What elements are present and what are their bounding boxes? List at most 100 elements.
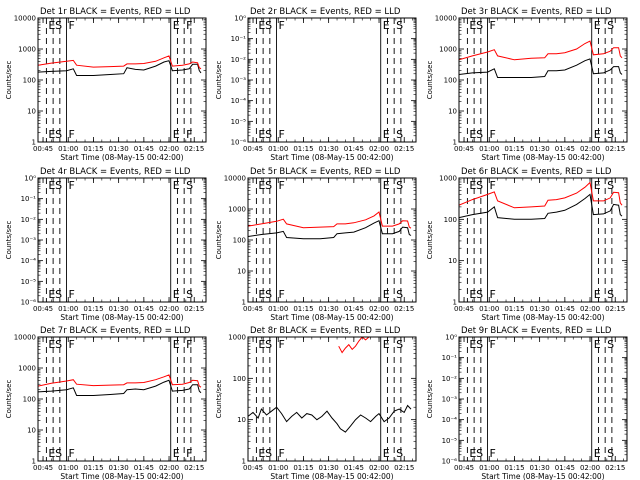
y-tick-label: 10⁻¹: [442, 354, 458, 362]
y-axis-label: Counts/sec: [5, 221, 13, 260]
x-tick-label: 02:00: [580, 145, 600, 153]
time-marker-label: S: [607, 128, 614, 141]
y-tick-label: 10000: [14, 15, 36, 23]
x-tick-label: 02:00: [369, 305, 389, 313]
x-tick-label: 02:15: [394, 145, 414, 153]
x-tick-label: 01:00: [58, 464, 78, 472]
panel-title: Det 8r BLACK = Events, RED = LLD: [250, 326, 401, 336]
y-axis-label: Counts/sec: [426, 221, 434, 260]
y-tick-label: 100: [233, 237, 246, 245]
y-tick-label: 10: [237, 268, 246, 276]
x-tick-label: 01:45: [134, 464, 154, 472]
x-tick-label: 01:45: [555, 145, 575, 153]
time-marker-label: F: [186, 338, 192, 351]
time-marker-label: F: [69, 447, 75, 460]
series-lld-line: [38, 374, 202, 388]
time-marker-label: E: [173, 128, 180, 141]
x-tick-label: 01:15: [83, 305, 103, 313]
time-marker-label: S: [607, 179, 614, 192]
x-tick-label: 01:30: [530, 145, 550, 153]
time-marker-label: E: [594, 179, 601, 192]
panel-8: Det 8r BLACK = Events, RED = LLD Counts/s…: [215, 326, 417, 480]
y-axis-label: Counts/sec: [215, 380, 223, 419]
plot-frame: [458, 336, 628, 462]
time-marker-label: S: [396, 179, 403, 192]
time-marker-label: E: [173, 19, 180, 32]
x-tick-label: 01:00: [58, 305, 78, 313]
series-events-line: [459, 58, 623, 78]
time-marker-label: F: [69, 288, 75, 301]
x-tick-label: 01:45: [344, 305, 364, 313]
y-tick-label: 100: [444, 216, 457, 224]
series-events-line: [38, 379, 202, 396]
x-tick-label: 01:00: [479, 464, 499, 472]
x-tick-label: 02:00: [580, 464, 600, 472]
time-marker-label: E: [258, 447, 265, 460]
x-tick-label: 01:30: [319, 145, 339, 153]
x-tick-label: 02:00: [369, 145, 389, 153]
y-tick-label: 10: [448, 257, 457, 265]
x-tick-label: 01:00: [268, 305, 288, 313]
x-tick-label: 01:15: [83, 145, 103, 153]
time-marker-label: F: [186, 447, 192, 460]
y-tick-label: 1: [242, 458, 246, 466]
time-marker-label: S: [265, 338, 272, 351]
y-tick-label: 10⁻¹: [21, 195, 37, 203]
x-axis-label: Start Time (08-May-15 00:42:00): [481, 313, 604, 322]
y-axis-label: Counts/sec: [215, 221, 223, 260]
y-tick-label: 10: [27, 427, 36, 435]
x-axis-label: Start Time (08-May-15 00:42:00): [60, 153, 183, 162]
time-marker-label: E: [173, 338, 180, 351]
time-marker-label: F: [279, 447, 285, 460]
x-tick-label: 01:00: [268, 464, 288, 472]
x-tick-label: 02:00: [159, 305, 179, 313]
x-tick-label: 02:00: [159, 145, 179, 153]
time-marker-label: S: [476, 288, 483, 301]
x-axis-label: Start Time (08-May-15 00:42:00): [270, 472, 393, 480]
time-marker-label: E: [258, 288, 265, 301]
x-tick-label: 01:15: [293, 305, 313, 313]
x-tick-label: 01:00: [479, 305, 499, 313]
x-tick-label: 01:45: [134, 145, 154, 153]
time-marker-label: S: [55, 19, 62, 32]
time-marker-label: E: [48, 288, 55, 301]
time-marker-label: S: [55, 128, 62, 141]
x-axis-label: Start Time (08-May-15 00:42:00): [60, 313, 183, 322]
x-tick-label: 02:15: [605, 145, 625, 153]
y-axis-label: Counts/sec: [5, 380, 13, 419]
plot-frame: [458, 177, 628, 303]
time-marker-label: S: [607, 447, 614, 460]
x-tick-label: 00:45: [243, 464, 263, 472]
time-marker-label: S: [186, 179, 193, 192]
panel-title: Det 3r BLACK = Events, RED = LLD: [461, 7, 612, 17]
time-marker-label: F: [69, 338, 75, 351]
x-axis-label: Start Time (08-May-15 00:42:00): [270, 153, 393, 162]
time-marker-label: F: [279, 179, 285, 192]
x-tick-label: 01:15: [504, 464, 524, 472]
time-marker-label: S: [265, 288, 272, 301]
time-marker-label: F: [490, 338, 496, 351]
time-marker-label: F: [279, 288, 285, 301]
time-marker-label: E: [258, 19, 265, 32]
time-marker-label: E: [383, 179, 390, 192]
y-tick-label: 10⁻⁴: [231, 97, 247, 105]
y-tick-label: 10: [237, 416, 246, 424]
series-events-line: [459, 193, 623, 220]
x-tick-label: 01:15: [83, 464, 103, 472]
y-tick-label: 1000: [18, 46, 36, 54]
y-tick-label: 100: [233, 375, 246, 383]
time-marker-label: F: [490, 19, 496, 32]
time-marker-label: E: [48, 179, 55, 192]
time-marker-label: E: [594, 338, 601, 351]
time-marker-label: F: [186, 19, 192, 32]
time-marker-label: E: [173, 447, 180, 460]
time-marker-label: E: [48, 128, 55, 141]
y-tick-label: 1: [32, 458, 36, 466]
x-tick-label: 02:15: [184, 464, 204, 472]
y-tick-label: 1: [453, 139, 457, 147]
time-marker-label: S: [396, 19, 403, 32]
time-marker-label: E: [48, 447, 55, 460]
x-tick-label: 01:00: [268, 145, 288, 153]
x-tick-label: 01:15: [293, 464, 313, 472]
